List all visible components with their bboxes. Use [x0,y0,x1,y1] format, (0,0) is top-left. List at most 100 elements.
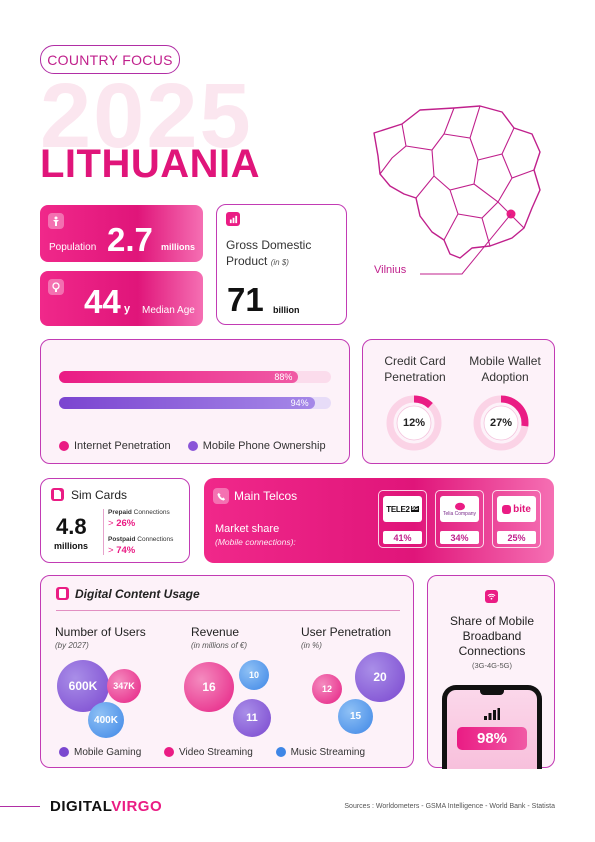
gdp-card: Gross Domestic Product (in $) 71 billion [216,204,347,325]
revenue-music-bubble: 10 [239,660,269,690]
population-label: Population [49,242,97,253]
bite-icon [502,504,512,514]
signal-icon [485,590,498,603]
digital-icon [56,587,69,600]
prepaid-suffix: Connections [133,509,170,516]
telia-logo: Telia Company [440,496,479,522]
prepaid-value: 26% [116,518,136,529]
users-title: Number of Users [55,625,146,639]
mobile-legend-label: Mobile Phone Ownership [202,440,326,452]
broadband-panel: Share of Mobile Broadband Connections (3… [427,575,555,769]
signal-bars-icon [484,708,500,720]
broadband-line3: Connections [458,644,526,658]
mobile-bar-value: 94% [290,398,309,408]
gaming-legend-label: Mobile Gaming [74,747,142,758]
brand-logo: DIGITALVIRGO [50,798,162,815]
bite-logo: bite [497,496,536,522]
brand-virgo: VIRGO [111,798,163,815]
country-title: LITHUANIA [40,142,261,186]
mobile-bar-track: 94% [59,397,331,409]
postpaid-value-row: > 74% [108,545,135,556]
sim-icon [51,488,64,501]
sim-divider [103,509,104,555]
digital-legend: Mobile Gaming Video Streaming Music Stre… [59,747,365,758]
telia-icon [454,502,465,510]
video-legend-dot [164,747,175,758]
broadband-value: 98% [457,727,527,750]
penetration-video-bubble: 12 [312,674,342,704]
revenue-title: Revenue [191,625,240,639]
telco-bite: bite 25% [492,490,541,548]
gdp-unit: billion [273,305,300,315]
prepaid-row: Prepaid Connections [108,509,170,516]
digital-title: Digital Content Usage [75,587,200,601]
internet-bar-track: 88% [59,371,331,383]
users-note: (by 2027) [55,641,89,650]
music-legend-label: Music Streaming [290,747,366,758]
median-age-label: Median Age [142,305,195,316]
sim-unit: millions [54,541,89,551]
postpaid-suffix: Connections [137,536,174,543]
tele2-logo: TELE2 5G [383,496,422,522]
capital-label: Vilnius [374,264,407,276]
tele2-logo-badge: 5G [410,506,419,512]
population-card: Population 2.7 millions [40,205,203,262]
gdp-note: (in $) [270,258,289,267]
penetration-gaming-bubble: 20 [355,652,405,702]
phone-illustration: 98% [442,685,542,769]
internet-legend-dot [59,441,69,452]
gaming-legend-dot [59,747,69,758]
wallet-label-2: Adoption [481,370,529,384]
telco-telia: Telia Company 34% [435,490,484,548]
sim-panel: Sim Cards 4.8 millions Prepaid Connectio… [40,478,190,563]
country-focus-badge: COUNTRY FOCUS [40,45,180,74]
chevron-right-icon: > [108,545,114,556]
gdp-icon [226,212,240,226]
broadband-line1: Share of Mobile [449,614,535,628]
bite-share: 25% [497,531,536,544]
penetration-panel: 88% 94% Internet Penetration Mobile Phon… [40,339,350,464]
postpaid-label: Postpaid [108,536,136,543]
sim-value: 4.8 [56,514,87,539]
gdp-label-1: Gross Domestic [226,238,312,252]
telia-share: 34% [440,531,479,544]
users-video-bubble: 347K [107,669,141,703]
penetration-note: (in %) [301,641,322,650]
broadband-note: (3G-4G-5G) [471,661,512,670]
lithuania-map [373,105,541,275]
wallet-donut [473,395,529,451]
broadband-line2: Broadband [462,629,522,643]
population-value: 2.7 [107,221,153,258]
internet-bar-value: 88% [274,372,293,382]
footer-line [0,806,40,807]
year-watermark: 2025 [40,65,253,167]
revenue-note: (in millions of €) [191,641,248,650]
penetration-title: User Penetration [301,625,392,639]
brand-digital: DIGITAL [50,798,112,815]
penetration-music-bubble: 15 [338,699,373,734]
median-age-card: 44 y Median Age [40,271,203,326]
music-legend-dot [275,747,286,758]
revenue-video-bubble: 16 [184,662,234,712]
payments-panel: Credit Card Penetration Mobile Wallet Ad… [362,339,555,464]
mobile-bar-fill: 94% [59,397,315,409]
phone-icon [213,488,229,504]
median-age-value: 44 [84,283,121,320]
head-icon [48,279,64,295]
credit-label-2: Penetration [384,370,446,384]
sources: Sources : Worldometers - GSMA Intelligen… [344,803,555,810]
credit-label-1: Credit Card [384,354,446,368]
prepaid-label: Prepaid [108,509,132,516]
users-gaming-bubble: 600K [57,660,109,712]
telcos-note: (Mobile connections): [215,537,296,547]
video-legend-label: Video Streaming [179,747,253,758]
credit-donut [386,395,442,451]
users-music-bubble: 400K [88,702,124,738]
median-age-suffix: y [124,303,131,315]
internet-bar-fill: 88% [59,371,299,383]
tele2-share: 41% [383,531,422,544]
telcos-title: Main Telcos [234,489,298,503]
credit-value: 12% [402,417,426,429]
chevron-right-icon: > [108,518,114,529]
wallet-value: 27% [489,417,513,429]
